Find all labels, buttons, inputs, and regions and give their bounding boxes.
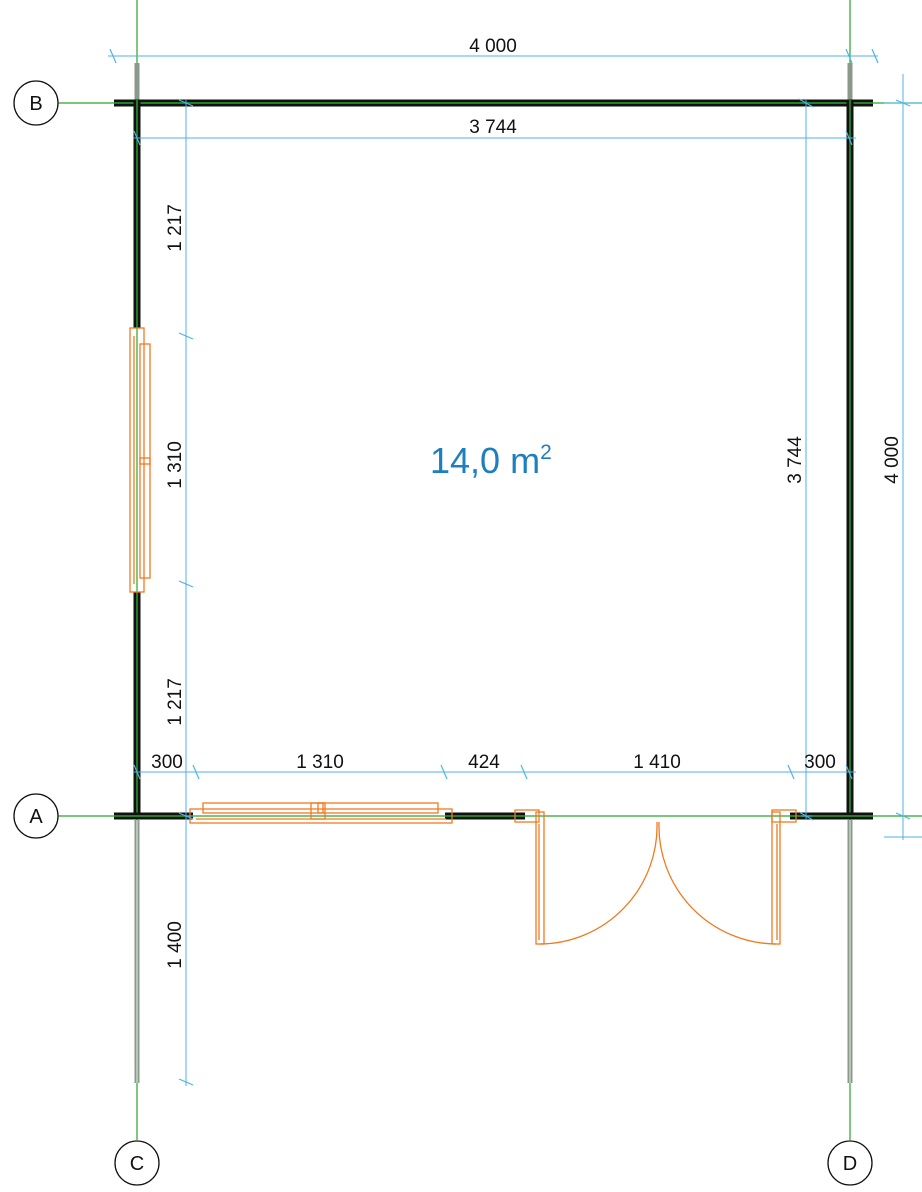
left-window (129, 327, 151, 593)
grid-marker-a: A (13, 793, 59, 839)
room-area-value: 14,0 m (430, 440, 540, 481)
walls (114, 99, 873, 820)
grid-marker-a-label: A (29, 806, 43, 828)
door-leaf-left (535, 811, 545, 945)
grid-marker-c-circle (114, 1140, 160, 1186)
front-window (189, 802, 453, 824)
grid-marker-d-label: D (843, 1153, 857, 1175)
dim-overall-width: 4 000 (469, 36, 517, 57)
dim-front-offset-left: 300 (151, 752, 183, 773)
dim-terrace-depth: 1 400 (165, 921, 186, 969)
door-swing-right (658, 821, 777, 945)
dim-left-window: 1 310 (165, 441, 186, 489)
dimension-lines (108, 48, 922, 1086)
grid-marker-c: C (114, 1140, 160, 1186)
double-door (514, 809, 797, 945)
terrace-side-walls (134, 63, 853, 1083)
dim-front-offset-right: 300 (804, 752, 836, 773)
grid-marker-c-label: C (130, 1153, 144, 1175)
dim-front-window: 1 310 (296, 752, 344, 773)
dim-inner-height: 3 744 (785, 436, 806, 484)
grid-marker-b: B (13, 80, 59, 126)
dim-front-wall-gap: 424 (468, 752, 500, 773)
room-area-label: 14,0 m2 (430, 440, 552, 481)
grid-lines (58, 0, 922, 1140)
dim-left-segment-bottom: 1 217 (165, 678, 186, 726)
grid-marker-d: D (827, 1140, 873, 1186)
grid-marker-d-circle (827, 1140, 873, 1186)
door-leaf-right (771, 811, 781, 945)
dim-front-door: 1 410 (633, 752, 681, 773)
room-area-superscript: 2 (540, 441, 552, 464)
grid-marker-b-circle (13, 80, 59, 126)
dim-left-segment-top: 1 217 (165, 204, 186, 252)
door-swing-left (539, 821, 658, 945)
grid-marker-b-label: B (29, 93, 42, 115)
grid-marker-a-circle (13, 793, 59, 839)
dim-overall-height: 4 000 (882, 436, 903, 484)
dim-inner-width: 3 744 (469, 117, 517, 138)
